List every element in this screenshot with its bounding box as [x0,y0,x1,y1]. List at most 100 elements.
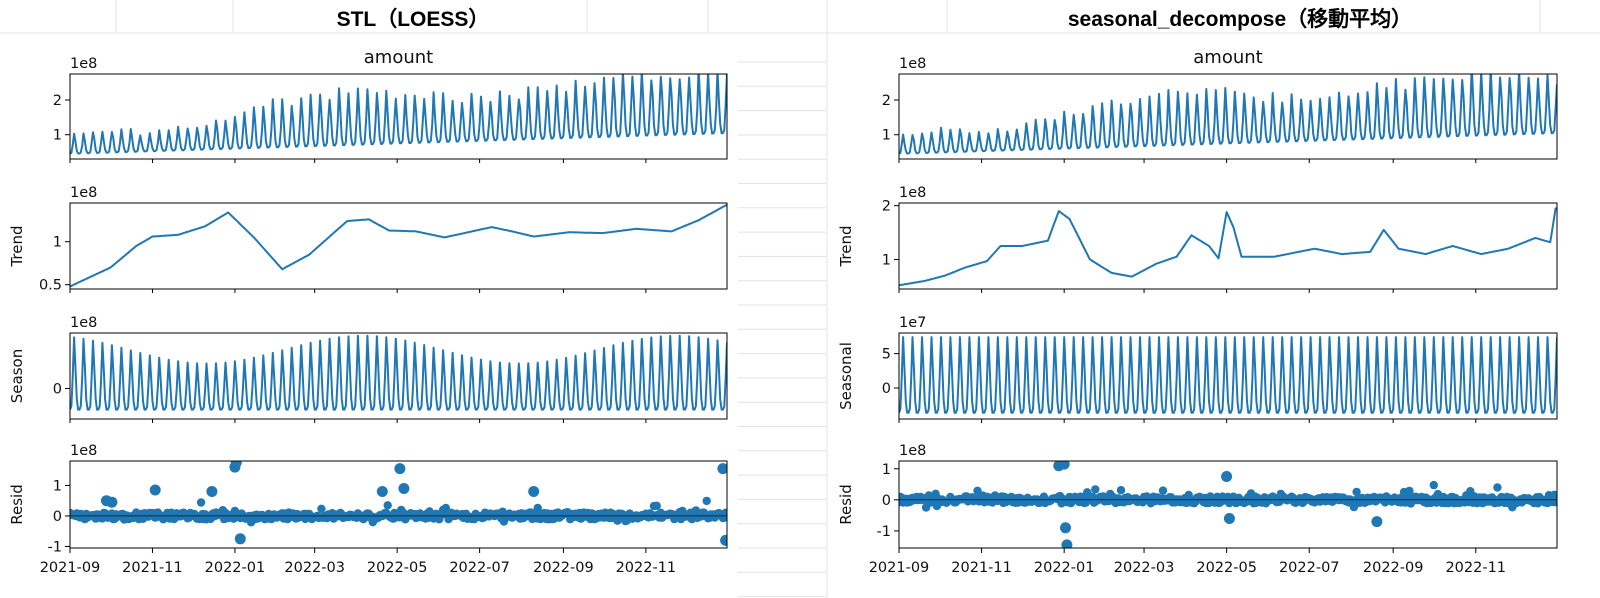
subplot-trend: 0.5 1 1e8 Trend [8,185,728,294]
subplot-resid: -1 0 1 1e8 Resid 2021-09 2021-11 2022-01 2022-03… [837,443,1558,576]
resid-outlier-point [1371,516,1383,528]
resid-outlier-point [1221,471,1233,482]
y-tick-label: 1 [882,252,891,268]
y-tick-label: 2 [53,93,62,109]
series-line [70,334,727,411]
series-line [899,336,1557,414]
series-line [70,203,727,288]
resid-point [383,501,392,510]
plot-frame [898,73,1558,160]
subplot-season: 0 1e8 Season [8,315,728,423]
y-offset-label: 1e8 [70,443,97,459]
plot-area [70,461,727,546]
y-axis-label: Trend [8,225,26,267]
y-tick-label: -1 [48,539,62,555]
y-offset-label: 1e8 [70,315,97,331]
y-tick-label: 0.5 [39,278,62,294]
y-offset-label: 1e7 [899,315,926,331]
decomposition-charts: 1 2 1e8 amount 0.5 1 1e8 Trend 0 1e8 Season -1 0 1 1e8… [8,47,1558,576]
series-line [899,207,1557,287]
stl-panel-header: STL（LOESS） [337,7,490,31]
x-tick-label: 2022-09 [533,560,594,576]
resid-outlier-point [1061,539,1073,548]
y-tick-label: 2 [882,199,891,215]
resid-point [973,486,982,495]
resid-point [1158,486,1168,495]
x-tick-label: 2021-11 [951,560,1012,576]
y-tick-label: 0 [53,381,62,397]
x-tick-label: 2022-05 [1196,560,1257,576]
resid-point [317,504,326,513]
y-tick-label: 0 [882,381,891,397]
resid-point [196,498,206,507]
subplot-title: amount [364,47,433,68]
series-line [899,74,1557,155]
resid-outlier-point [376,486,388,497]
x-tick-label: 2022-03 [1114,560,1175,576]
resid-outlier-point [528,486,540,497]
y-axis-label: Seasonal [837,342,855,410]
x-tick-label: 2022-09 [1363,560,1424,576]
resid-outlier-point [206,486,218,497]
resid-outlier-point [1223,513,1235,524]
y-tick-label: 5 [882,347,891,363]
resid-point [441,503,450,513]
resid-outlier-point [1060,522,1071,534]
resid-point [1493,483,1502,492]
y-axis-label: Resid [837,484,855,524]
y-axis-label: Resid [8,484,26,524]
y-tick-label: -1 [877,524,891,540]
y-offset-label: 1e8 [899,185,926,201]
resid-outlier-point [398,483,410,494]
plot-area [70,203,727,288]
x-tick-label: 2021-09 [40,560,101,576]
resid-point [1116,486,1126,495]
resid-point [1091,485,1100,494]
plot-frame [898,460,1558,549]
y-tick-label: 1 [53,478,62,494]
plot-frame [69,460,728,549]
plot-frame [898,202,1558,290]
plot-area [899,74,1557,155]
subplot-seasonal: 0 5 1e7 Seasonal [837,315,1558,423]
seasonal-decompose-panel-header: seasonal_decompose（移動平均） [1068,7,1412,31]
resid-point [652,501,661,510]
y-tick-label: 2 [882,93,891,109]
y-tick-label: 1 [882,462,891,478]
resid-outlier-point [230,461,242,468]
y-axis-label: Season [8,349,26,403]
subplot-trend: 1 2 1e8 Trend [837,185,1558,293]
x-tick-label: 2022-07 [449,560,510,576]
y-tick-label: 1 [53,235,62,251]
x-tick-label: 2022-07 [1279,560,1340,576]
resid-point [1552,494,1557,503]
x-tick-label: 2021-11 [122,560,183,576]
x-tick-label: 2022-03 [284,560,345,576]
resid-outlier-point [149,484,161,496]
resid-outlier-point [1058,461,1070,470]
x-tick-label: 2022-05 [367,560,428,576]
plot-frame [898,332,1558,420]
y-tick-label: 1 [882,128,891,144]
plot-frame [69,332,728,420]
plot-area [70,74,727,155]
resid-point [1405,486,1414,496]
y-axis-label: Trend [837,225,855,267]
plot-area [899,336,1557,414]
seasonal-decompose-panel: 1 2 1e8 amount 1 2 1e8 Trend 0 5 1e7 Seasonal -1 0 1 1e… [837,47,1558,576]
subplot-amount: 1 2 1e8 amount [882,47,1558,163]
x-tick-label: 2022-11 [616,560,677,576]
resid-point [1352,487,1361,497]
resid-outlier-point [106,496,118,508]
resid-outlier-point [234,533,246,545]
plot-area [899,207,1557,287]
y-offset-label: 1e8 [70,56,97,72]
plot-area [70,334,727,411]
y-tick-label: 0 [53,509,62,525]
subplot-amount: 1 2 1e8 amount [53,47,728,163]
series-line [70,74,727,155]
plot-frame [69,73,728,160]
x-tick-label: 2022-01 [1034,560,1095,576]
y-offset-label: 1e8 [899,443,926,459]
